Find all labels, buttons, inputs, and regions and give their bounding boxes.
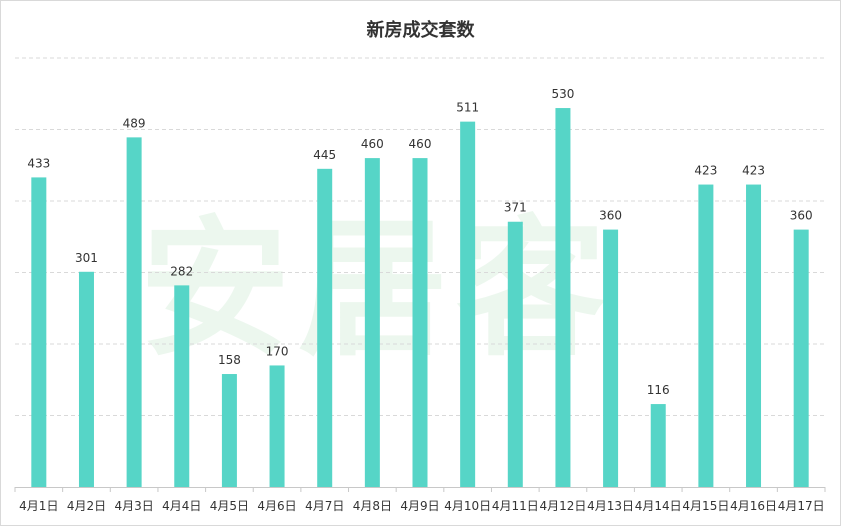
x-tick-label: 4月17日 — [778, 499, 825, 513]
bar-value-label: 371 — [504, 201, 527, 215]
bar-value-label: 116 — [647, 383, 670, 397]
x-tick-label: 4月6日 — [257, 499, 296, 513]
x-tick-label: 4月10日 — [444, 499, 491, 513]
x-axis: 4月1日 4月2日 4月3日 4月4日 4月5日 4月6日 4月7日 4月8日 4月9日 4月10… — [14, 487, 826, 513]
bar — [746, 184, 762, 487]
bar — [460, 121, 476, 487]
bar — [698, 184, 714, 487]
x-tick-label: 4月13日 — [587, 499, 634, 513]
bar — [221, 374, 237, 487]
bar — [412, 158, 428, 487]
bar — [555, 108, 571, 488]
bar-value-label: 530 — [551, 87, 574, 101]
bar — [31, 177, 47, 487]
bar-value-label: 489 — [123, 116, 146, 130]
bar-value-label: 158 — [218, 353, 241, 367]
bar-value-label: 301 — [75, 251, 98, 265]
bar — [126, 137, 142, 488]
bar-value-label: 433 — [27, 156, 50, 170]
bar-value-label: 360 — [790, 209, 813, 223]
bar — [364, 158, 380, 487]
bar-value-label: 423 — [694, 164, 717, 178]
x-tick-label: 4月8日 — [353, 499, 392, 513]
x-tick-label: 4月1日 — [19, 499, 58, 513]
bar — [317, 168, 333, 487]
x-tick-label: 4月14日 — [635, 499, 682, 513]
bar — [507, 221, 523, 488]
bar — [78, 271, 94, 487]
bar-value-label: 423 — [742, 164, 765, 178]
x-tick-label: 4月3日 — [114, 499, 153, 513]
bar — [793, 229, 809, 487]
x-tick-label: 4月7日 — [305, 499, 344, 513]
data-labels: 433 301 489 282 158 170 445 460 460 511 371 530 360 1… — [27, 87, 812, 397]
x-tick-label: 4月9日 — [400, 499, 439, 513]
bar-value-label: 460 — [361, 137, 384, 151]
x-tick-label: 4月11日 — [492, 499, 539, 513]
x-tick-label: 4月4日 — [162, 499, 201, 513]
x-tick-label: 4月5日 — [210, 499, 249, 513]
bar — [174, 285, 190, 487]
gridlines — [15, 57, 825, 416]
chart-title: 新房成交套数 — [366, 20, 475, 41]
x-tick-label: 4月2日 — [67, 499, 106, 513]
bar — [603, 229, 619, 487]
bar-value-label: 360 — [599, 209, 622, 223]
bar-value-label: 460 — [409, 137, 432, 151]
bar-value-label: 511 — [456, 101, 479, 115]
x-tick-label: 4月16日 — [730, 499, 777, 513]
bar — [269, 365, 285, 487]
bars — [31, 108, 809, 488]
bar-value-label: 445 — [313, 148, 336, 162]
bar — [650, 404, 666, 487]
bar-value-label: 282 — [170, 264, 193, 278]
bar-value-label: 170 — [266, 344, 289, 358]
x-tick-label: 4月15日 — [682, 499, 729, 513]
x-tick-label: 4月12日 — [539, 499, 586, 513]
